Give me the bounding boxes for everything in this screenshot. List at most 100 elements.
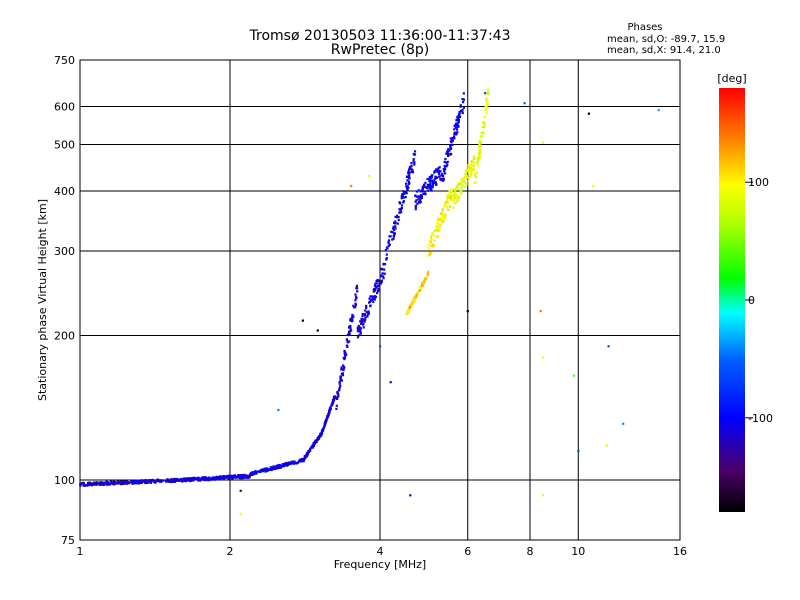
x-mode-point [431, 243, 434, 246]
colorbar-tick-label: 0 [748, 294, 755, 307]
o-mode-point [455, 118, 458, 121]
o-mode-point [396, 214, 399, 217]
o-mode-point [342, 364, 345, 367]
x-mode-point [465, 183, 468, 186]
o-mode-point [169, 480, 172, 484]
o-mode-point [156, 478, 159, 481]
o-mode-point [462, 106, 466, 109]
o-mode-point [387, 244, 390, 248]
x-mode-point [467, 180, 470, 183]
x-mode-point [435, 225, 438, 228]
x-mode-point [431, 232, 434, 235]
o-mode-point [120, 483, 123, 486]
o-mode-point [428, 183, 431, 186]
x-mode-point [440, 221, 444, 224]
x-tick-label: 2 [227, 545, 234, 558]
o-mode-point [393, 221, 396, 224]
x-mode-point [446, 202, 450, 205]
o-mode-point [336, 392, 339, 395]
o-mode-point [351, 313, 354, 316]
x-mode-point [486, 103, 489, 106]
o-mode-point [348, 325, 351, 328]
o-mode-point [109, 480, 113, 483]
x-mode-point [474, 181, 477, 184]
x-mode-point [459, 192, 462, 195]
o-mode-point [372, 290, 375, 293]
o-mode-point [222, 475, 225, 478]
o-mode-point [443, 167, 447, 170]
x-mode-point [415, 294, 418, 297]
x-mode-point [449, 195, 452, 198]
o-mode-point [349, 330, 352, 333]
o-mode-point [364, 316, 367, 319]
o-mode-point [111, 482, 114, 486]
o-mode-point [227, 477, 230, 480]
x-mode-point [473, 161, 476, 164]
o-mode-point [258, 470, 261, 473]
o-mode-point [193, 476, 197, 479]
o-mode-point [284, 462, 287, 465]
outlier-point [622, 422, 625, 425]
o-mode-point [233, 474, 236, 477]
o-mode-point [207, 477, 210, 480]
o-mode-point [400, 211, 403, 214]
x-mode-point [472, 168, 475, 171]
x-mode-point [452, 199, 455, 202]
o-mode-point [135, 482, 138, 485]
o-mode-point [453, 128, 456, 131]
o-mode-point [202, 478, 205, 481]
x-mode-point [460, 189, 463, 192]
o-mode-point [303, 457, 306, 460]
o-mode-point [335, 407, 338, 410]
x-mode-point [425, 276, 428, 279]
o-mode-point [222, 477, 225, 481]
o-mode-point [413, 161, 416, 164]
o-mode-point [444, 157, 447, 161]
o-mode-point [428, 185, 431, 188]
x-mode-point [413, 298, 416, 301]
o-mode-point [339, 375, 342, 378]
o-mode-point [365, 311, 368, 314]
x-mode-point [443, 203, 447, 206]
o-mode-point [331, 402, 334, 405]
x-mode-point [486, 88, 490, 91]
x-mode-point [458, 195, 461, 198]
o-mode-point [368, 297, 371, 300]
o-mode-point [245, 475, 248, 478]
o-mode-point [453, 133, 456, 136]
o-mode-point [339, 378, 343, 381]
x-mode-point [436, 236, 439, 239]
o-mode-point [346, 345, 349, 348]
o-mode-point [342, 368, 345, 371]
o-mode-point [276, 464, 279, 467]
o-mode-point [290, 460, 293, 463]
x-mode-point [474, 172, 477, 175]
o-mode-point [445, 165, 448, 168]
x-mode-point [443, 205, 446, 208]
o-mode-point [149, 479, 152, 482]
o-mode-point [434, 170, 437, 173]
o-mode-point [406, 185, 409, 188]
o-mode-point [403, 191, 406, 194]
o-mode-point [453, 131, 456, 134]
x-mode-point [463, 181, 466, 184]
o-mode-point [424, 193, 427, 196]
o-mode-point [236, 474, 240, 477]
o-mode-point [107, 481, 110, 484]
o-mode-point [369, 295, 372, 298]
o-mode-point [328, 411, 331, 414]
o-mode-point [215, 477, 219, 480]
o-mode-point [385, 258, 388, 261]
o-mode-point [439, 170, 442, 173]
o-mode-point [134, 480, 137, 483]
o-mode-point [223, 476, 226, 479]
x-mode-point [470, 173, 473, 176]
o-mode-point [458, 114, 461, 117]
x-mode-point [472, 164, 475, 168]
outlier-point [542, 494, 545, 497]
o-mode-point [335, 404, 338, 407]
y-tick-label: 300 [54, 245, 75, 258]
o-mode-point [276, 467, 279, 470]
outlier-point [466, 310, 469, 313]
